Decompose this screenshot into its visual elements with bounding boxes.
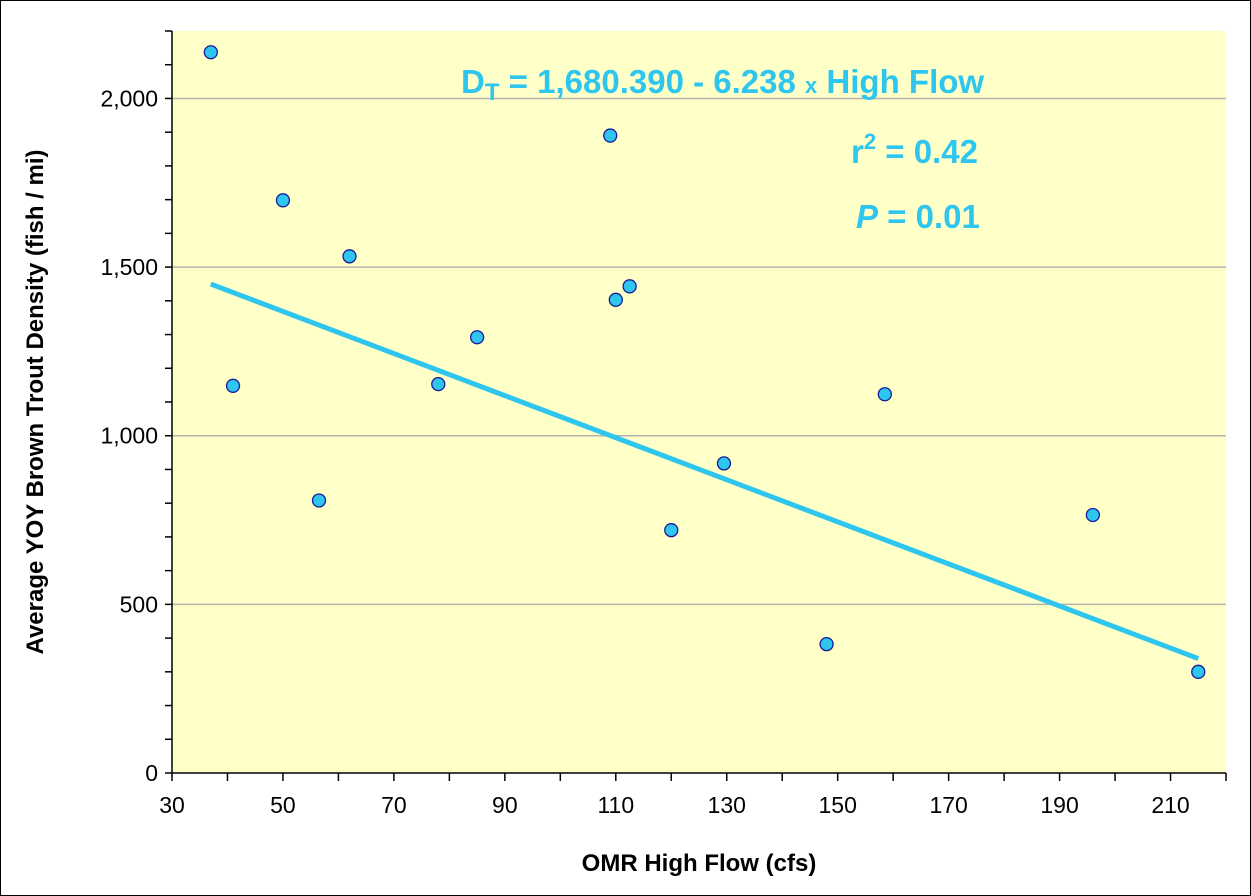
data-point xyxy=(664,523,679,538)
equation-multiply: x xyxy=(805,73,818,98)
data-point xyxy=(342,249,357,264)
data-point xyxy=(608,292,623,307)
p-value-label: P = 0.01 xyxy=(856,198,980,235)
x-tick-label: 50 xyxy=(270,792,296,818)
x-tick-label: 90 xyxy=(492,792,518,818)
y-tick-label: 1,000 xyxy=(100,423,158,449)
y-axis-title: Average YOY Brown Trout Density (fish / … xyxy=(22,150,49,655)
data-point xyxy=(225,378,241,393)
r2-value: = 0.42 xyxy=(876,133,978,170)
x-tick-label: 190 xyxy=(1040,792,1078,818)
regression-equation: DT = 1,680.390 - 6.238 x High Flow xyxy=(461,63,984,106)
equation-lhs: D xyxy=(461,63,485,100)
tick-labels: 30 50 70 90 110 130 150 170 190 210 0 500 1,000 1,500… xyxy=(100,85,1189,818)
data-point xyxy=(1191,664,1206,679)
data-point xyxy=(469,330,485,345)
equation-subscript: T xyxy=(485,79,500,106)
x-tick-label: 30 xyxy=(159,792,185,818)
data-point xyxy=(311,493,327,508)
regression-line xyxy=(209,281,1200,661)
x-tick-label: 170 xyxy=(929,792,967,818)
data-point xyxy=(431,376,446,392)
y-tick-label: 500 xyxy=(120,591,158,617)
p-value: = 0.01 xyxy=(878,198,980,235)
data-point xyxy=(603,128,618,143)
data-point xyxy=(275,193,291,208)
data-point xyxy=(622,279,637,294)
data-point xyxy=(819,637,834,652)
equation-tail: High Flow xyxy=(817,63,984,100)
y-tick-label: 2,000 xyxy=(100,85,158,111)
x-tick-label: 210 xyxy=(1151,792,1189,818)
data-point xyxy=(203,45,218,60)
x-axis-title: OMR High Flow (cfs) xyxy=(582,850,817,877)
equation-rest: = 1,680.390 - 6.238 xyxy=(500,63,806,100)
y-tick-label: 0 xyxy=(145,760,158,786)
plot-area xyxy=(172,31,1226,773)
ticks xyxy=(165,30,1227,781)
data-point xyxy=(877,387,892,402)
x-tick-label: 130 xyxy=(708,792,746,818)
y-tick-label: 1,500 xyxy=(100,254,158,280)
r2-r: r xyxy=(851,133,864,170)
x-tick-label: 70 xyxy=(381,792,407,818)
data-points xyxy=(203,45,1206,679)
r-squared-label: r2 = 0.42 xyxy=(851,129,978,170)
x-tick-label: 110 xyxy=(597,792,634,818)
data-point xyxy=(1085,507,1101,523)
r2-superscript: 2 xyxy=(864,129,876,154)
p-italic: P xyxy=(856,198,879,235)
data-point xyxy=(716,456,732,471)
x-tick-label: 150 xyxy=(818,792,856,818)
